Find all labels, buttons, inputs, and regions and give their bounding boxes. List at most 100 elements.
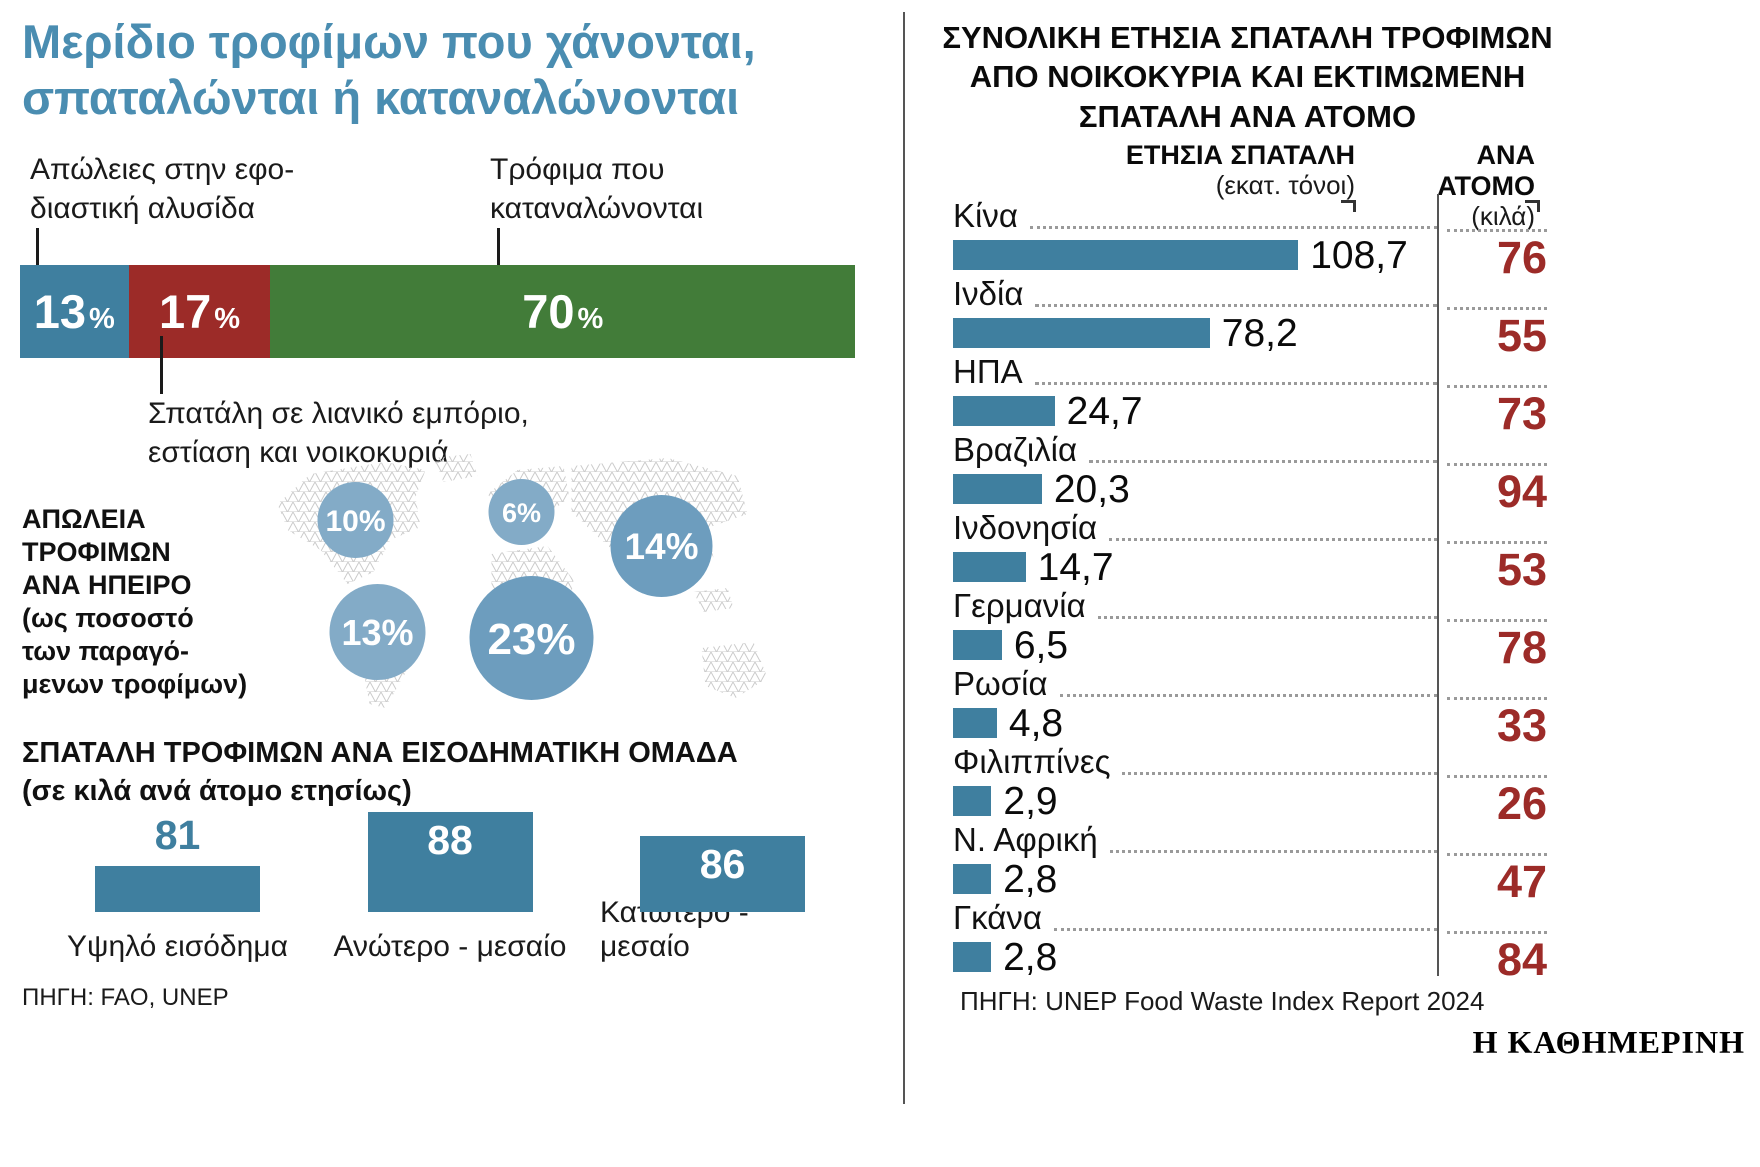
per-capita-value: 33: [1496, 700, 1547, 751]
per-capita-column: 76 55 73 94 53 78 33 26 47 84: [1447, 198, 1547, 982]
bubble-value: 23%: [487, 615, 575, 664]
annual-waste-bar: [953, 708, 997, 738]
segment-value: 17: [158, 285, 212, 338]
dotted-leader: [1097, 610, 1437, 619]
country-name-line: ΗΠΑ: [953, 354, 1439, 390]
income-group: 81 Υψηλό εισόδημα: [55, 764, 300, 964]
country-name-line: Ινδονησία: [953, 510, 1439, 546]
column-header-annual-unit: (εκατ. τόνοι): [1215, 170, 1355, 201]
dotted-leader: [1029, 220, 1437, 229]
per-capita-row: 53: [1447, 510, 1547, 592]
column-tick-percapita: [1525, 200, 1540, 212]
country-bar-line: 108,7: [953, 236, 1439, 275]
country-name: Γερμανία: [953, 587, 1086, 625]
column-header-percapita-label: ΑΝΑ ΑΤΟΜΟ: [1437, 140, 1535, 202]
dotted-leader: [1447, 619, 1547, 622]
per-capita-value: 94: [1496, 466, 1547, 517]
country-bar-line: 6,5: [953, 623, 1439, 667]
annual-waste-bar: [953, 474, 1042, 504]
annual-waste-value: 78,2: [1221, 311, 1298, 355]
country-row: Βραζιλία 20,3: [953, 432, 1439, 510]
dotted-leader: [1053, 922, 1437, 931]
country-bar-line: 24,7: [953, 392, 1439, 431]
bubble-value: 14%: [624, 526, 698, 567]
dotted-leader: [1447, 775, 1547, 778]
country-name: Ν. Αφρική: [953, 821, 1098, 859]
map-bubble-europe: 6%: [488, 479, 555, 545]
dotted-leader: [1034, 376, 1437, 385]
country-row: Γερμανία 6,5: [953, 588, 1439, 666]
dotted-leader: [1447, 463, 1547, 466]
map-section-heading: ΑΠΩΛΕΙΑ ΤΡΟΦΙΜΩΝ ΑΝΑ ΗΠΕΙΡΟ (ως ποσοστό …: [22, 504, 248, 699]
income-group: 86 Κατώτερο - μεσαίο: [600, 764, 845, 964]
stacked-segment-consumed: 70%: [270, 265, 855, 358]
annual-waste-value: 14,7: [1037, 545, 1114, 589]
dotted-leader: [1447, 229, 1547, 232]
country-row: Γκάνα 2,8: [953, 900, 1439, 978]
per-capita-value: 76: [1496, 232, 1547, 283]
percent-sign: %: [577, 303, 604, 335]
annual-waste-value: 2,9: [1003, 779, 1058, 823]
annual-waste-value: 20,3: [1053, 467, 1130, 511]
annual-waste-bar: [953, 942, 992, 972]
per-capita-row: 55: [1447, 276, 1547, 358]
continent-greenland: [433, 454, 478, 482]
per-capita-row: 26: [1447, 744, 1547, 826]
country-bar-line: 14,7: [953, 545, 1439, 589]
annual-waste-value: 6,5: [1013, 623, 1069, 667]
annual-waste-bar: [953, 396, 1055, 426]
annual-waste-bar: [953, 318, 1210, 348]
country-name: Γκάνα: [953, 899, 1042, 937]
stacked-segment-supply-chain-losses: 13%: [20, 265, 129, 358]
annual-waste-value: 2,8: [1003, 857, 1058, 901]
panel-divider: [903, 12, 905, 1104]
country-row: ΗΠΑ 24,7: [953, 354, 1439, 432]
percapita-divider: [1437, 194, 1439, 976]
source-right: ΠΗΓΗ: UNEP Food Waste Index Report 2024: [960, 986, 1485, 1016]
country-row: Ρωσία 4,8: [953, 666, 1439, 744]
per-capita-value: 78: [1496, 622, 1547, 673]
continent-oceania: [701, 642, 768, 698]
per-capita-value: 73: [1496, 388, 1547, 439]
dotted-leader: [1089, 454, 1437, 463]
country-row: Ινδονησία 14,7: [953, 510, 1439, 588]
dotted-leader: [1035, 298, 1437, 307]
country-bar-line: 20,3: [953, 467, 1439, 511]
map-bubble-africa: 23%: [469, 576, 594, 700]
country-name: Φιλιππίνες: [953, 743, 1111, 781]
stacked-bar: 13% 17% 70%: [20, 265, 855, 358]
country-name: Ρωσία: [953, 665, 1048, 703]
segment-value: 70: [522, 285, 575, 338]
income-label: Ανώτερο - μεσαίο: [333, 930, 567, 963]
income-value: 86: [699, 841, 746, 887]
annual-waste-bar: [953, 240, 1299, 270]
country-rows: Κίνα 108,7 Ινδία 78,2 ΗΠΑ 24,7 Βραζιλία 20,3 Ινδ…: [953, 198, 1439, 980]
country-bar-line: 2,9: [953, 779, 1439, 823]
dotted-leader: [1109, 532, 1437, 541]
country-row: Κίνα 108,7: [953, 198, 1439, 276]
country-name-line: Ν. Αφρική: [953, 822, 1439, 858]
dotted-leader: [1109, 844, 1437, 853]
bubble-circle: [469, 576, 594, 700]
country-row: Φιλιππίνες 2,9: [953, 744, 1439, 822]
country-name-line: Φιλιππίνες: [953, 744, 1439, 780]
country-bar-line: 2,8: [953, 857, 1439, 901]
annual-waste-bar: [953, 552, 1026, 582]
income-section-heading: ΣΠΑΤΑΛΗ ΤΡΟΦΙΜΩΝ ΑΝΑ ΕΙΣΟΔΗΜΑΤΙΚΗ ΟΜΑΔΑ …: [22, 737, 738, 807]
per-capita-row: 47: [1447, 822, 1547, 904]
dotted-leader: [1447, 307, 1547, 310]
country-name: Ινδονησία: [953, 509, 1098, 547]
dotted-leader: [1447, 853, 1547, 856]
income-label: Κατώτερο - μεσαίο: [600, 896, 749, 963]
per-capita-value: 53: [1496, 544, 1547, 595]
map-bubble-north-america: 10%: [317, 482, 394, 558]
continent-se-asia: [693, 588, 734, 612]
percent-sign: %: [89, 303, 115, 335]
per-capita-row: 73: [1447, 354, 1547, 436]
percent-sign: %: [214, 303, 241, 335]
per-capita-row: 94: [1447, 432, 1547, 514]
right-chart-title: ΣΥΝΟΛΙΚΗ ΕΤΗΣΙΑ ΣΠΑΤΑΛΗ ΤΡΟΦΙΜΩΝ ΑΠΟ ΝΟΙ…: [942, 20, 1553, 134]
income-label: Υψηλό εισόδημα: [67, 930, 288, 963]
income-value: 81: [154, 812, 201, 858]
per-capita-row: 33: [1447, 666, 1547, 748]
